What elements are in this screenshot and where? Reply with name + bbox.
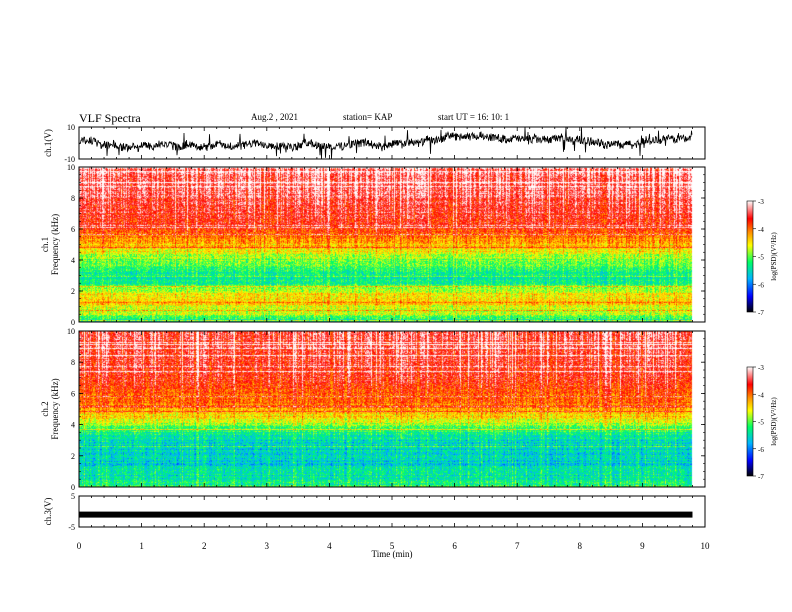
ch1-colorbar-tick-label: -4 xyxy=(758,226,764,234)
ch1-colorbar-label: log(PSD)(V²/Hz) xyxy=(770,232,778,281)
ch2-colorbar-tick-label: -6 xyxy=(758,446,764,454)
ch2-spectrogram-ytick-label: 8 xyxy=(71,358,75,367)
axes-frames xyxy=(78,126,756,528)
ch2-spectrogram-image xyxy=(79,331,705,487)
ch1-spectrogram-ytick-label: 0 xyxy=(71,318,75,327)
ch2-spectrogram-ylabel-line: Frequency (kHz) xyxy=(50,378,60,439)
ch2-spectrogram-ytick-label: 10 xyxy=(67,327,75,336)
ch1-spectrogram-ytick-label: 2 xyxy=(71,287,75,296)
ch2-colorbar xyxy=(746,366,754,477)
ch3-waveform-ytick-label: 5 xyxy=(71,492,75,501)
ch1-spectrogram-ytick-label: 10 xyxy=(67,163,75,172)
x-tick-label: 1 xyxy=(139,541,144,551)
ch1-colorbar-tick-label: -5 xyxy=(758,254,764,262)
ch1-waveform-ylabel: ch.1(V) xyxy=(43,129,53,157)
x-tick-label: 10 xyxy=(701,541,711,551)
ch1-waveform-ylabel-line: ch.1(V) xyxy=(43,129,53,157)
ch3-waveform-ylabel: ch.3(V) xyxy=(43,498,53,526)
ch1-waveform-ytick-label: -10 xyxy=(64,155,75,164)
ch3-waveform-ylabel-line: ch.3(V) xyxy=(43,498,53,526)
x-tick-label: 3 xyxy=(265,541,270,551)
ch1-spectrogram-ytick-label: 8 xyxy=(71,194,75,203)
ch1-spectrogram-ylabel-line: ch.1 xyxy=(40,237,50,252)
spectrogram-images xyxy=(79,167,705,487)
x-tick-label: 7 xyxy=(515,541,520,551)
ch3-waveform-line xyxy=(78,512,691,515)
ch3-waveform-ytick-label: -5 xyxy=(68,523,75,532)
ch2-spectrogram-ylabel: ch.2 Frequency (kHz) xyxy=(40,378,60,439)
station-label: station= KAP xyxy=(343,112,393,122)
ch2-colorbar-tick-label: -5 xyxy=(758,419,764,427)
ch1-spectrogram-image xyxy=(79,167,705,322)
waveform-traces xyxy=(78,126,693,518)
ch2-colorbar-tick-label: -4 xyxy=(758,391,764,399)
ch1-colorbar-tick-label: -6 xyxy=(758,281,764,289)
ch2-spectrogram-ytick-label: 0 xyxy=(71,483,75,492)
ch2-spectrogram-ylabel-line: ch.2 xyxy=(40,401,50,416)
ch3-waveform-frame xyxy=(78,495,706,528)
ch2-colorbar-label-text: log(PSD)(V²/Hz) xyxy=(770,397,778,446)
ch1-spectrogram-ytick-label: 4 xyxy=(71,256,75,265)
ch2-spectrogram-ytick-label: 4 xyxy=(71,421,75,430)
chart-title: VLF Spectra xyxy=(79,111,141,125)
ch1-spectrogram-ylabel: ch.1 Frequency (kHz) xyxy=(40,214,60,275)
ch1-colorbar-label-text: log(PSD)(V²/Hz) xyxy=(770,232,778,281)
x-tick-label: 2 xyxy=(202,541,207,551)
x-tick-label: 9 xyxy=(640,541,645,551)
date-label: Aug.2 , 2021 xyxy=(251,112,298,122)
start-ut-label: start UT = 16: 10: 1 xyxy=(438,112,510,122)
x-tick-label: 5 xyxy=(390,541,395,551)
ch1-waveform-ytick-label: 10 xyxy=(67,123,75,132)
ch1-spectrogram-ytick-label: 6 xyxy=(71,225,75,234)
x-axis-label: Time (min) xyxy=(372,549,413,559)
ch1-colorbar-tick-label: -3 xyxy=(758,198,764,206)
ch1-waveform-line xyxy=(78,126,693,160)
ch2-spectrogram-ytick-label: 6 xyxy=(71,389,75,398)
ch2-colorbar-tick-label: -7 xyxy=(758,473,764,481)
ch2-spectrogram-ytick-label: 2 xyxy=(71,452,75,461)
x-tick-label: 8 xyxy=(578,541,583,551)
x-tick-label: 6 xyxy=(452,541,457,551)
x-tick-label: 4 xyxy=(327,541,332,551)
ch2-colorbar-label: log(PSD)(V²/Hz) xyxy=(770,397,778,446)
ch1-spectrogram-ylabel-line: Frequency (kHz) xyxy=(50,214,60,275)
ch3-waveform-band xyxy=(79,511,693,518)
ch1-colorbar xyxy=(746,200,754,313)
x-tick-label: 0 xyxy=(77,541,82,551)
ch1-colorbar-tick-label: -7 xyxy=(758,309,764,317)
ch2-colorbar-tick-label: -3 xyxy=(758,364,764,372)
